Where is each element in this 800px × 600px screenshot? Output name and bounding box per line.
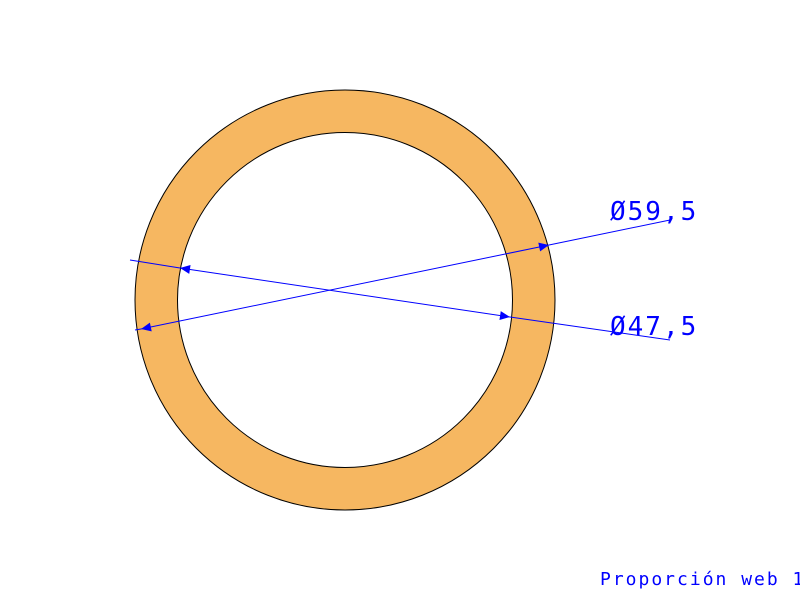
dimension-outer-label: Ø59,5 [610,197,698,227]
dimension-inner-label: Ø47,5 [610,312,698,342]
footer-text: Proporción web 1:2 [600,569,800,590]
ring-profile [135,90,555,510]
